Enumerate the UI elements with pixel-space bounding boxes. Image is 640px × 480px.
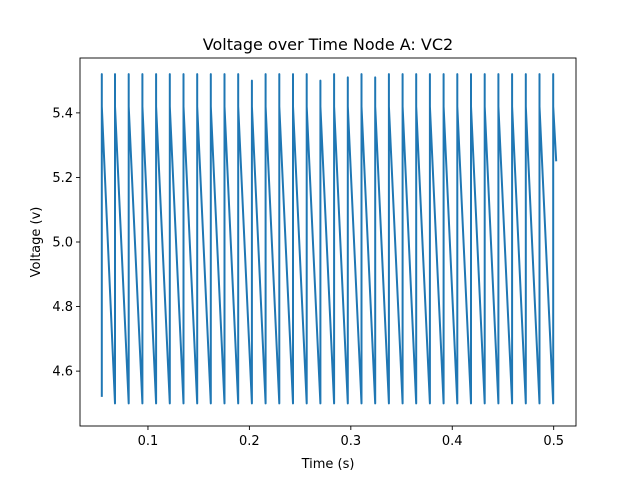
y-tick-label: 4.8: [52, 300, 73, 315]
chart-title: Voltage over Time Node A: VC2: [203, 35, 453, 54]
y-axis-ticks: 4.6 4.8 5.0 5.2 5.4: [52, 106, 80, 380]
x-tick-label: 0.2: [239, 434, 260, 449]
plot-area: [100, 73, 558, 405]
x-tick-label: 0.3: [340, 434, 361, 449]
x-tick-label: 0.1: [138, 434, 159, 449]
y-tick-label: 5.0: [52, 236, 73, 251]
x-axis-label: Time (s): [301, 457, 355, 472]
y-tick-label: 5.4: [52, 106, 73, 121]
series-line-voltage: [100, 73, 558, 405]
x-axis-ticks: 0.1 0.2 0.3 0.4 0.5: [138, 426, 564, 449]
y-tick-label: 5.2: [52, 171, 73, 186]
y-tick-label: 4.6: [52, 365, 73, 380]
y-axis-label: Voltage (v): [29, 207, 44, 278]
x-tick-label: 0.5: [543, 434, 564, 449]
x-tick-label: 0.4: [442, 434, 463, 449]
